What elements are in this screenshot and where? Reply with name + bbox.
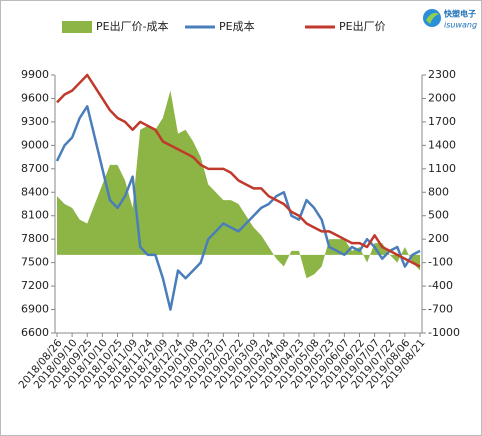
y2-tick-label: -100 xyxy=(428,256,453,269)
y-tick-label: 8400 xyxy=(21,185,49,198)
area xyxy=(57,90,420,279)
y-tick-label: 8100 xyxy=(21,209,49,222)
legend-label: PE出厂价-成本 xyxy=(96,19,169,33)
y-tick-label: 9000 xyxy=(21,138,49,151)
y2-tick-label: 1400 xyxy=(428,138,456,151)
y2-tick-label: -700 xyxy=(428,303,453,316)
logo-name: 快塑电子 xyxy=(444,9,476,19)
y-tick-label: 6900 xyxy=(21,303,49,316)
y-tick-label: 9600 xyxy=(21,91,49,104)
line xyxy=(56,73,421,268)
y2-tick-label: 2300 xyxy=(428,68,456,81)
y2-tick-label: 500 xyxy=(428,209,449,222)
y2-tick-label: -400 xyxy=(428,279,453,292)
logo-site: isuwang xyxy=(444,21,477,30)
y-tick-label: 9300 xyxy=(21,115,49,128)
logo: 快塑电子 isuwang xyxy=(423,9,477,30)
legend-label: PE成本 xyxy=(219,19,255,33)
y2-tick-label: 2000 xyxy=(428,91,456,104)
y-tick-label: 7800 xyxy=(21,232,49,245)
y2-tick-label: 200 xyxy=(428,232,449,245)
y2-tick-label: 1700 xyxy=(428,115,456,128)
y2-tick-label: -1000 xyxy=(428,326,460,339)
y-tick-label: 9900 xyxy=(21,68,49,81)
y-tick-label: 7500 xyxy=(21,256,49,269)
y-tick-label: 8700 xyxy=(21,162,49,175)
logo-leaf xyxy=(426,12,439,24)
y2-tick-label: 800 xyxy=(428,185,449,198)
line xyxy=(55,105,421,311)
y-tick-label: 7200 xyxy=(21,279,49,292)
legend-label: PE出厂价 xyxy=(339,19,386,33)
legend-swatch xyxy=(62,21,92,33)
y-tick-label: 6600 xyxy=(21,326,49,339)
y2-tick-label: 1100 xyxy=(428,162,456,175)
